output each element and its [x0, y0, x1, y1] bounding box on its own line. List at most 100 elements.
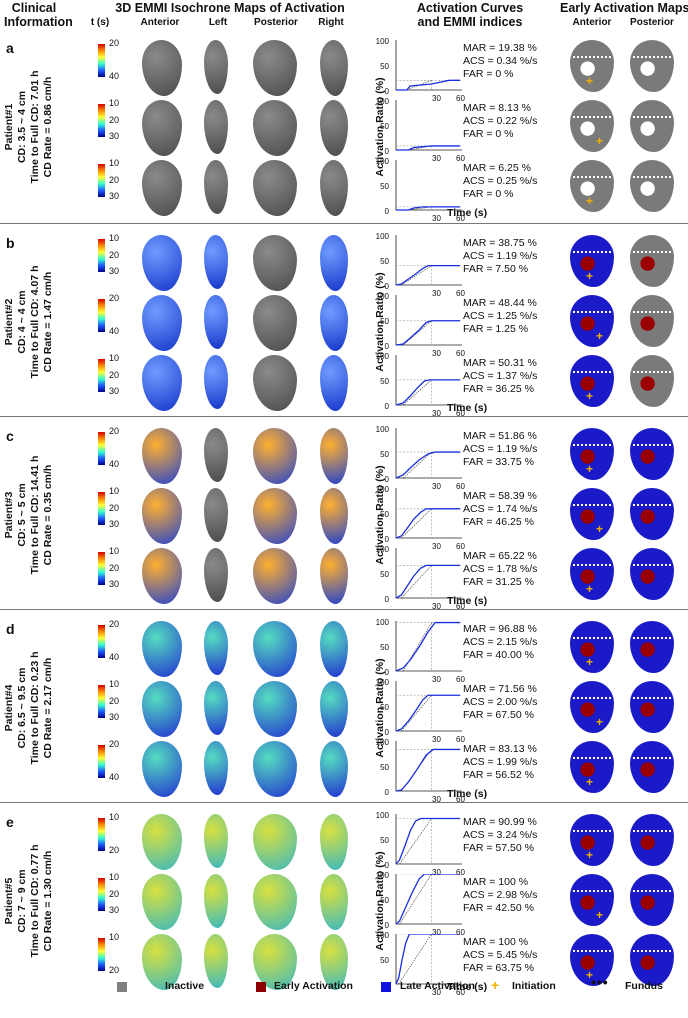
x-tick-label: 60: [456, 289, 465, 298]
stomach-isochrone-map: [142, 681, 182, 737]
fundus-line: [632, 636, 672, 639]
x-tick-label: 30: [432, 795, 441, 804]
x-tick-label: 60: [456, 409, 465, 418]
x-tick-label: 30: [432, 94, 441, 103]
y-tick-label: 100: [375, 157, 389, 166]
fundus-line: [572, 889, 612, 892]
x-tick-label: 30: [432, 482, 441, 491]
fundus-line: [572, 949, 612, 952]
early-activation-map: [630, 681, 674, 733]
stomach-isochrone-map: [320, 355, 348, 411]
colorbar-tick: 10: [109, 546, 120, 556]
stomach-isochrone-map: [142, 428, 182, 484]
stomach-isochrone-map: [253, 681, 297, 737]
legend-initiation-marker: +: [491, 977, 500, 993]
acs-value: ACS = 2.00 %/s: [463, 696, 538, 708]
far-value: FAR = 0 %: [463, 188, 514, 200]
fundus-line: [632, 889, 672, 892]
curve-axes: [395, 235, 462, 286]
x-tick-label: 60: [456, 542, 465, 551]
patient-info-line: Time to Full CD: 4.07 h: [29, 265, 41, 378]
fundus-line: [572, 636, 612, 639]
curve-axes: [395, 160, 462, 211]
y-tick-label: 100: [375, 811, 389, 820]
y-tick-label: 0: [384, 342, 389, 351]
fundus-line: [632, 250, 672, 253]
early-activation-map: [570, 741, 614, 793]
acs-value: ACS = 1.78 %/s: [463, 563, 538, 575]
curve-axes: [395, 548, 462, 599]
patient-info-line: Patient#3: [3, 491, 15, 538]
x-tick-label: 60: [456, 482, 465, 491]
colorbar: [98, 938, 105, 971]
stomach-isochrone-map: [142, 741, 182, 797]
legend-inactive-swatch: [117, 982, 127, 992]
far-value: FAR = 31.25 %: [463, 576, 534, 588]
colorbar-tick: 30: [109, 905, 120, 915]
stomach-isochrone-map: [253, 874, 297, 930]
mar-value: MAR = 6.25 %: [463, 162, 531, 174]
early-activation-map: [570, 874, 614, 926]
far-value: FAR = 57.50 %: [463, 842, 534, 854]
initiation-marker: +: [586, 655, 594, 669]
activation-curve-line: [395, 694, 460, 732]
stomach-isochrone-map: [204, 295, 228, 349]
curve-axes: [395, 100, 462, 151]
colorbar: [98, 492, 105, 525]
initiation-marker: +: [596, 134, 604, 148]
colorbar-tick: 10: [109, 679, 120, 689]
legend-early: Early Activation: [274, 980, 353, 992]
curve-fit-line: [401, 508, 432, 539]
colorbar-tick: 20: [109, 739, 120, 749]
emmi-indices: MAR = 51.86 % ACS = 1.19 %/s FAR = 33.75 %: [463, 430, 537, 469]
x-tick-label: 30: [432, 868, 441, 877]
panel-label: d: [6, 621, 15, 637]
stomach-isochrone-map: [253, 934, 297, 990]
activation-curve-line: [395, 508, 460, 539]
stomach-isochrone-map: [320, 428, 348, 484]
early-anterior-label: Anterior: [572, 17, 612, 28]
fundus-line: [632, 443, 672, 446]
early-activation-map: [570, 100, 614, 152]
curve-guide: [396, 80, 462, 90]
activation-curve-chart: [395, 428, 462, 479]
early-activation-map: [570, 814, 614, 866]
mar-value: MAR = 90.99 %: [463, 816, 537, 828]
activation-curve-chart: [395, 100, 462, 151]
panel-label: b: [6, 235, 15, 251]
y-tick-label: 100: [375, 931, 389, 940]
colorbar-tick: 40: [109, 459, 120, 469]
x-tick-label: 30: [432, 542, 441, 551]
fundus-line: [632, 829, 672, 832]
colorbar-tick: 10: [109, 158, 120, 168]
stomach-isochrone-map: [320, 235, 348, 291]
posterior-view-label: Posterior: [254, 17, 298, 28]
patient-info-line: Time to Full CD: 0.23 h: [29, 651, 41, 764]
mar-value: MAR = 83.13 %: [463, 743, 537, 755]
curve-fit-line: [402, 451, 432, 479]
curve-axes: [395, 488, 462, 539]
patient-info-line: Patient#1: [3, 103, 15, 150]
patient-info: Patient#1 CD: 3.5 ~ 4 cm Time to Full CD: …: [0, 30, 58, 223]
stomach-isochrone-map: [204, 934, 228, 988]
legend-late: Late Activation: [400, 980, 475, 992]
curve-guide: [396, 874, 462, 924]
fundus-line: [632, 115, 672, 118]
acs-value: ACS = 0.34 %/s: [463, 55, 538, 67]
stomach-isochrone-map: [142, 488, 182, 544]
fundus-line: [572, 563, 612, 566]
colorbar-tick: 20: [109, 888, 120, 899]
stomach-isochrone-map: [142, 355, 182, 411]
legend-early-swatch: [256, 982, 266, 992]
patient-info-line: Time to Full CD: 7.01 h: [29, 70, 41, 183]
y-tick-label: 0: [384, 282, 389, 291]
colorbar-tick: 20: [109, 562, 120, 573]
y-tick-label: 50: [380, 317, 389, 326]
mar-value: MAR = 50.31 %: [463, 357, 537, 369]
fundus-line: [632, 696, 672, 699]
far-value: FAR = 42.50 %: [463, 902, 534, 914]
stomach-isochrone-map: [253, 488, 297, 544]
curve-fit-line: [401, 265, 432, 286]
activation-curve-chart: [395, 814, 462, 865]
mar-value: MAR = 48.44 %: [463, 297, 537, 309]
